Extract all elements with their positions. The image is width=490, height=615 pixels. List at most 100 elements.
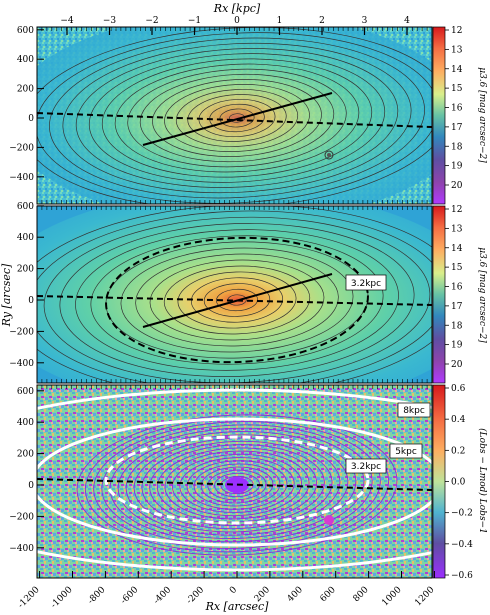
y-axis-ticks-panel-3: 600 400 200 0 −200 −400 [9,387,44,554]
contour-level [62,42,412,194]
colorbar-tick-label: 20 [451,181,463,191]
svg-text:3.2kpc: 3.2kpc [351,462,381,472]
ellipse-8kpc [37,388,432,572]
contour-level [37,210,432,383]
colorbar-tick-label: 12 [451,26,462,36]
left-axis-title: Ry [arcsec] [0,263,13,327]
top-tick-label: 0 [234,16,240,26]
contour-level [93,421,381,549]
y-tick-label: 600 [17,387,34,397]
colorbar-tick-label: 17 [451,302,463,312]
contour-level [88,53,386,183]
bar-axis-line [142,92,333,146]
colorbar-tick-label: 14 [451,244,463,254]
contour-level [125,434,349,536]
bottom-tick-label: 600 [319,585,338,604]
contour-level [149,259,325,341]
y-tick-label: 200 [17,85,34,95]
top-tick-label: −3 [103,16,117,26]
contour-level [164,84,310,152]
colorbar-tick-label: 15 [451,263,463,273]
contour-level [177,271,297,329]
ellipse-5kpc [37,417,432,547]
colorbar-tick-label: 13 [451,45,463,55]
top-tick-label: −2 [145,16,158,26]
bottom-tick-label: -600 [119,585,141,607]
contour-level [200,466,274,504]
colorbar-tick-label: 0.0 [451,478,466,488]
contour-level [90,235,384,365]
contour-level [175,89,299,147]
colorbar-tick-label: 13 [451,224,463,234]
colorbar-tick-label: 18 [451,321,463,331]
colorbar-tick-label: 0.4 [451,415,466,425]
contour-level [101,58,373,178]
bottom-tick-label: 1200 [413,585,436,608]
contour-level [75,229,399,371]
top-tick-label: −1 [188,16,201,26]
annotation-3-2kpc: 3.2kpc [345,458,387,474]
contour-level [220,475,254,495]
contour-level [75,48,399,188]
contour-level [59,223,415,377]
contour-level [49,37,425,199]
contour-level [164,450,310,520]
contour-level [117,431,357,539]
colorbar-ticks-panel-3: 0.6 0.4 0.2 0.0 −0.2 −0.4 −0.6 [445,384,473,581]
contour-level [135,253,339,347]
disk-major-axis-line [37,295,432,306]
colorbar-ticks-panel-1: 12 13 14 15 16 17 18 19 20 [445,26,463,191]
top-axis-title: Rx [kpc] [213,2,261,15]
contour-level [171,453,303,517]
contour-level [37,32,432,204]
top-tick-label: −4 [60,16,74,26]
y-tick-label: −400 [9,173,34,183]
y-tick-label: 200 [17,265,34,275]
bottom-tick-label: 0 [228,585,239,596]
contour-level [152,79,322,157]
disk-major-axis-line [37,478,432,491]
annotation-8kpc: 8kpc [397,402,431,418]
svg-text:8kpc: 8kpc [403,406,425,416]
y-tick-label: −200 [9,512,34,522]
contour-level [207,469,267,501]
contour-level [120,247,354,353]
disk-major-axis-line [37,112,432,128]
top-tick-label: 3 [362,16,368,26]
colorbar-tick-label: 15 [451,84,463,94]
colorbar-tick-label: 17 [451,123,463,133]
svg-text:5kpc: 5kpc [395,447,417,457]
foreground-source-marker [324,150,334,160]
bottom-tick-label: -200 [185,585,207,607]
colorbar-ticks-panel-2: 12 13 14 15 16 17 18 19 20 [445,205,463,370]
ellipse-3-2kpc [105,236,369,364]
bottom-tick-label: -1000 [49,585,75,611]
bottom-tick-label: 800 [351,585,370,604]
panel-model-map: 3.2kpc [36,205,433,384]
y-tick-label: 600 [17,202,34,212]
colorbar-tick-label: −0.4 [451,540,473,550]
foreground-source-marker [324,515,334,525]
bottom-axis-title: Rx [arcsec] [205,600,270,613]
contour-level [149,444,325,526]
colorbar-tick-label: 14 [451,65,463,75]
y-tick-label: 600 [17,26,34,36]
contour-level [190,277,284,323]
isophote-contours [37,27,432,204]
contour-level [203,283,271,317]
top-tick-label: 2 [319,16,325,26]
bottom-tick-label: 400 [286,585,305,604]
contour-level [216,288,258,312]
residual-contours [76,414,398,556]
contour-level [186,460,288,510]
colorbar-tick-label: 16 [451,104,463,114]
y-tick-label: 0 [28,481,34,491]
y-tick-label: −200 [9,327,34,337]
y-axis-ticks-panel-1: 600 400 200 0 −200 −400 [9,26,44,183]
contour-level [76,414,398,556]
annotation-5kpc: 5kpc [389,443,423,459]
y-axis-ticks-panel-2: 600 400 200 0 −200 −400 [9,202,44,369]
ellipse-3-2kpc [104,435,370,525]
y-tick-label: −400 [9,359,34,369]
panel-surface-brightness-map [36,26,433,205]
